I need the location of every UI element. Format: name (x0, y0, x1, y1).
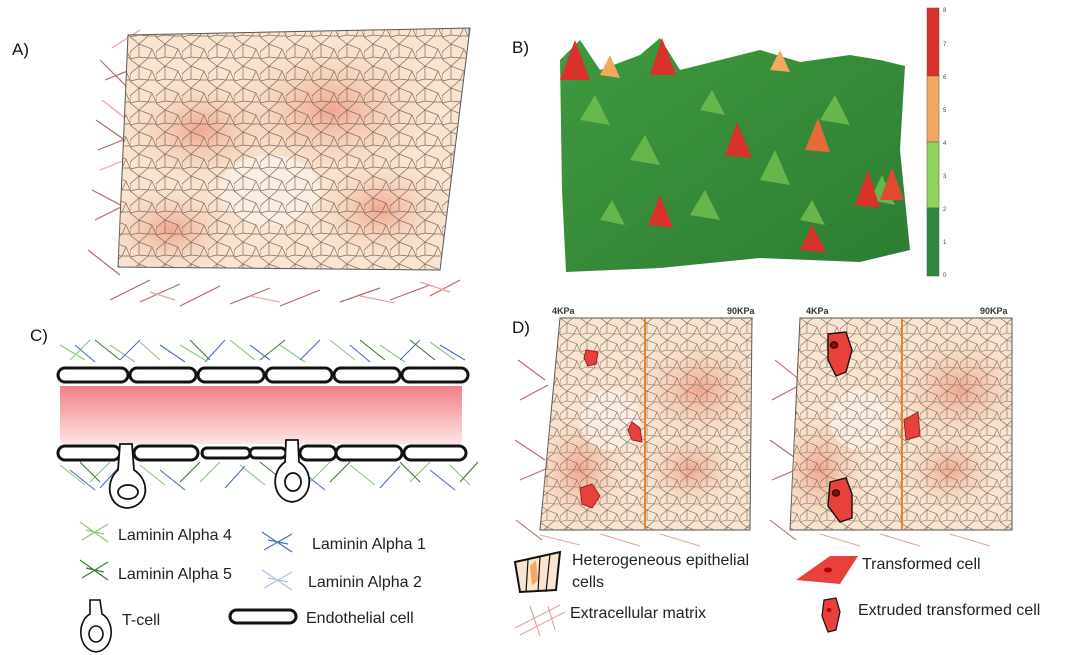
tcell-crossing-1 (108, 443, 147, 509)
colorbar (926, 7, 940, 277)
legend-transformed-label: Transformed cell (862, 556, 981, 573)
legend-epithelial-icon (513, 550, 562, 594)
legend-laminin-a2-label: Laminin Alpha 2 (308, 574, 422, 591)
endothelial-row-top (56, 366, 470, 384)
colorbar-tick-5: 5 (943, 108, 947, 114)
panel-d-tissue-left (539, 317, 753, 531)
colorbar-tick-7: 7 (943, 42, 947, 48)
legend-epithelial-label-2: cells (572, 574, 605, 591)
colorbar-ticks: 0 1 2 3 4 5 6 7 8 (943, 8, 947, 279)
legend-extruded-icon (821, 597, 841, 633)
panel-label-b: B) (512, 38, 529, 57)
legend-laminin-a4-label: Laminin Alpha 4 (118, 527, 232, 544)
tcell-crossing-2 (274, 439, 311, 503)
legend-epithelial-label-1: Heterogeneous epithelial (572, 552, 750, 569)
legend-endothelial-label: Endothelial cell (306, 610, 414, 627)
legend-laminin-a4-icon (79, 521, 109, 543)
panel-label-c: C) (30, 326, 48, 345)
stiffness-label-right-high: 90KPa (980, 306, 1008, 316)
legend-endothelial-icon (228, 608, 298, 625)
transformed-cells-left (579, 349, 643, 509)
panel-c-laminin-top (59, 339, 466, 363)
legend-laminin-a5-label: Laminin Alpha 5 (118, 566, 232, 583)
colorbar-tick-3: 3 (943, 174, 947, 180)
legend-laminin-a5-icon (79, 559, 109, 581)
colorbar-tick-2: 2 (943, 207, 947, 213)
legend-tcell-label: T-cell (122, 612, 161, 629)
endothelial-row-bottom (56, 444, 468, 462)
colorbar-tick-0: 0 (943, 273, 947, 279)
panel-d-fibers (514, 359, 991, 547)
panel-c-laminin-bottom (59, 461, 479, 491)
colorbar-tick-1: 1 (943, 240, 947, 246)
stiffness-label-right-low: 4KPa (806, 306, 829, 316)
colorbar-tick-8: 8 (943, 8, 947, 14)
legend-ecm-label: Extracellular matrix (570, 605, 707, 622)
panel-d-tissue-right (789, 317, 1013, 531)
legend-tcell-icon (80, 599, 112, 653)
stiffness-label-left-low: 4KPa (552, 306, 575, 316)
vessel-lumen (60, 386, 462, 444)
panel-label-a: A) (12, 40, 29, 59)
panel-b-surface (560, 38, 910, 272)
legend-laminin-a1-label: Laminin Alpha 1 (312, 536, 426, 553)
legend-ecm-icon (514, 604, 566, 637)
colorbar-tick-4: 4 (943, 141, 947, 147)
extruded-cells-right (827, 331, 921, 523)
panel-label-d: D) (512, 318, 530, 337)
legend-extruded-label: Extruded transformed cell (858, 602, 1041, 619)
legend-transformed-icon (796, 556, 858, 584)
panel-a-tissue (117, 27, 471, 271)
legend-laminin-a2-icon (261, 569, 293, 591)
colorbar-tick-6: 6 (943, 75, 947, 81)
terrain-peaks (560, 38, 904, 252)
stiffness-label-left-high: 90KPa (727, 306, 755, 316)
panel-a-fibers (87, 29, 461, 307)
legend-laminin-a1-icon (261, 531, 293, 553)
